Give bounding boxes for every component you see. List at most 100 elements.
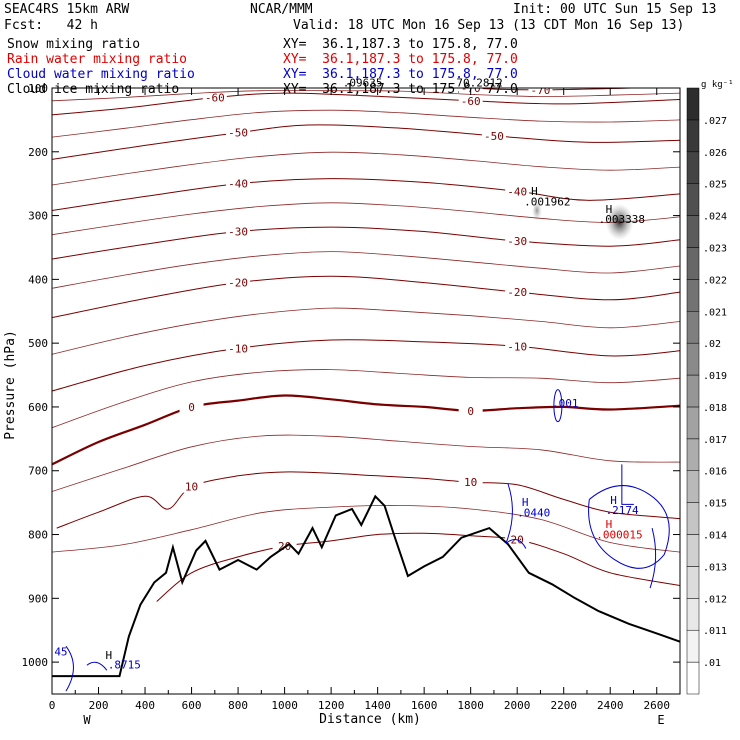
temperature-contour [52,92,680,116]
contour-label: -50 [228,127,248,140]
colorbar: .01 .011 .012 .013 .014 .015 .016 .017 .018 .019.… [686,80,734,695]
colorbar-label: .017 [703,435,727,446]
y-tick-label: 900 [28,592,48,605]
y-tick-label: 400 [28,273,48,286]
contour-label-bg [226,225,251,238]
colorbar-label: .015 [703,499,727,510]
cloud-water-contour [649,528,657,589]
colorbar-label: .014 [703,531,727,542]
y-tick-label: 800 [28,529,48,542]
colorbar-label: .025 [703,180,727,191]
temperature-contours: -70 -70-60 -60-50 -50-40-40-30-30-20-20-10-… [52,84,680,602]
annotation-label: .8715 [108,658,141,671]
contour-label: -70 [531,84,551,97]
annotation-label: .000015 [596,528,642,541]
contour-label-bg [179,480,204,493]
cloud-water-contour [553,389,563,423]
field-name-cloudice: Cloud ice mixing ratio [7,82,180,97]
colorbar-bin [686,470,700,503]
annotation-label: -70.2812 [450,77,503,90]
colorbar-label: .023 [703,243,727,254]
field-xy-rain: XY= 36.1,187.3 to 175.8, 77.0 [283,52,518,67]
cloud-water-contour [505,483,527,549]
contour-label-bg [272,540,297,553]
x-tick-label: 600 [182,699,202,712]
contour-label-bg [458,94,483,107]
x-tick-label: 0 [49,699,56,712]
x-axis-title: Distance (km) [319,712,421,727]
x-tick-label: 2000 [504,699,531,712]
terrain-line [52,494,680,678]
colorbar-label: .027 [703,116,727,127]
colorbar-label: .02 [703,339,721,350]
contour-label-bg [458,404,483,417]
header-fcst: Fcst: 42 h [4,18,98,33]
x-tick-label: 2200 [550,699,577,712]
contour-label: -20 [228,277,248,290]
header-org: NCAR/MMM [250,2,313,17]
annotation-label: .001 [552,397,579,410]
y-axis-title: Pressure (hPa) [3,330,18,440]
y-tick-label: 200 [28,146,48,159]
colorbar-label: .012 [703,594,727,605]
y-tick-label: 500 [28,337,48,350]
temperature-contour-minor [52,434,680,492]
contour-label-bg [226,126,251,139]
annotation-label: H [105,649,112,662]
colorbar-bin [686,311,700,344]
temperature-contour [156,532,680,602]
temperature-contour-minor [52,369,680,429]
header-init: Init: 00 UTC Sun 15 Sep 13 [513,2,717,17]
colorbar-label: .016 [703,467,727,478]
x-tick-label: 1600 [411,699,438,712]
contour-label: -50 [484,130,504,143]
temperature-contour [56,471,680,529]
cloud-water-contour [65,645,108,692]
contour-label: -10 [507,340,527,353]
direction-west: W [83,713,91,727]
contour-label: -60 [461,95,481,108]
x-tick-label: 2600 [643,699,670,712]
annotation-label: .0440 [517,507,550,520]
temperature-contour [52,178,680,211]
contour-label: 0 [188,401,195,414]
colorbar-label: .022 [703,275,727,286]
temperature-contour [52,226,680,260]
temperature-contour-minor [52,307,680,355]
colorbar-bin [686,502,700,535]
header-valid: Valid: 18 UTC Mon 16 Sep 13 (13 CDT Mon … [293,18,685,33]
annotation-label: 45 [54,646,67,659]
annotation-label: .09635 [343,77,383,90]
colorbar-label: .01 [703,658,721,669]
contour-label: 0 [467,405,474,418]
colorbar-bin [686,119,700,153]
contour-label-bg [505,185,530,198]
x-tick-label: 1800 [457,699,484,712]
temperature-contour [52,394,680,466]
field-xy-cloudwater: XY= 36.1,187.3 to 175.8, 77.0 [283,67,518,82]
colorbar-unit: g kg⁻¹ [701,80,734,90]
contour-label-bg [458,476,483,489]
colorbar-label: .024 [703,212,727,223]
temperature-contour-minor [52,251,680,289]
colorbar-bin [686,215,700,248]
colorbar-label: .018 [703,403,727,414]
contour-label-bg [179,400,204,413]
contour-label: -20 [507,286,527,299]
contour-label-bg [481,129,506,142]
contour-label: -10 [228,342,248,355]
contour-label-bg [226,177,251,190]
cloud-water-contour [588,485,670,569]
annotation-label: .001962 [524,195,570,208]
y-tick-label: 700 [28,465,48,478]
colorbar-bin [686,279,700,312]
annotation-layer: H.001962H.003338.001H.0440H.2174H.000015… [54,77,645,672]
colorbar-bin [686,151,700,184]
y-tick-label: 1000 [22,656,49,669]
x-tick-label: 1400 [364,699,391,712]
colorbar-label: .021 [703,307,727,318]
temperature-contour-minor [52,202,680,236]
colorbar-label: .026 [703,148,727,159]
header-model: SEAC4RS 15km ARW [4,2,130,17]
colorbar-bin [686,374,700,408]
